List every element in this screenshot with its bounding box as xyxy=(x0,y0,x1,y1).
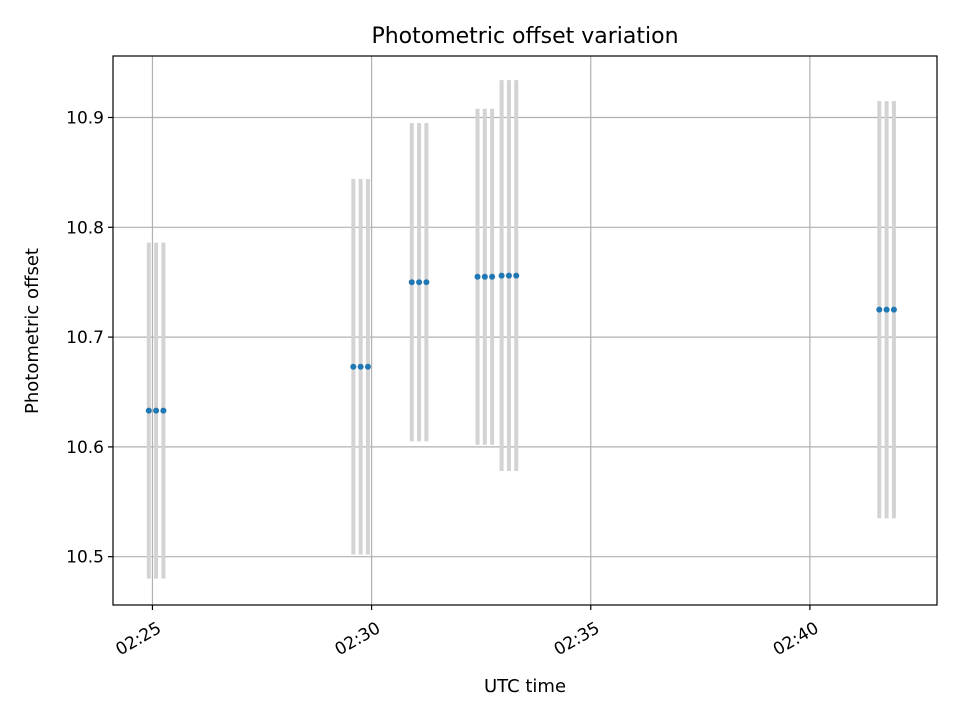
data-point xyxy=(481,273,488,280)
data-point xyxy=(364,363,371,370)
data-point xyxy=(416,279,423,286)
error-bars xyxy=(146,80,896,579)
x-axis-label: UTC time xyxy=(484,676,566,697)
data-point xyxy=(160,407,167,414)
data-point xyxy=(498,272,505,279)
y-tick-label: 10.9 xyxy=(66,108,104,128)
data-point xyxy=(883,306,890,313)
data-point xyxy=(513,272,520,279)
data-point xyxy=(408,279,415,286)
data-point xyxy=(489,273,496,280)
y-axis-label: Photometric offset xyxy=(22,248,43,414)
data-point xyxy=(350,363,357,370)
data-point xyxy=(876,306,883,313)
data-point xyxy=(153,407,160,414)
x-tick-label: 02:30 xyxy=(332,618,384,660)
x-tick-label: 02:35 xyxy=(551,618,603,660)
y-tick-label: 10.6 xyxy=(66,438,104,458)
y-tick-label: 10.8 xyxy=(66,218,104,238)
x-tick-label: 02:25 xyxy=(112,618,164,660)
data-point xyxy=(423,279,430,286)
x-tick-label: 02:40 xyxy=(770,618,822,660)
data-point xyxy=(890,306,897,313)
y-axis-ticks: 10.5 10.6 10.7 10.8 10.9 xyxy=(66,108,113,568)
data-point xyxy=(145,407,152,414)
y-tick-label: 10.5 xyxy=(66,548,104,568)
chart-title: Photometric offset variation xyxy=(371,24,678,49)
data-point xyxy=(505,272,512,279)
grid xyxy=(113,56,937,605)
data-point xyxy=(357,363,364,370)
y-tick-label: 10.7 xyxy=(66,328,104,348)
data-point xyxy=(474,273,481,280)
plot-frame xyxy=(112,55,938,606)
data-points xyxy=(145,272,897,414)
x-axis-ticks: 02:25 02:30 02:35 02:40 xyxy=(112,605,822,660)
